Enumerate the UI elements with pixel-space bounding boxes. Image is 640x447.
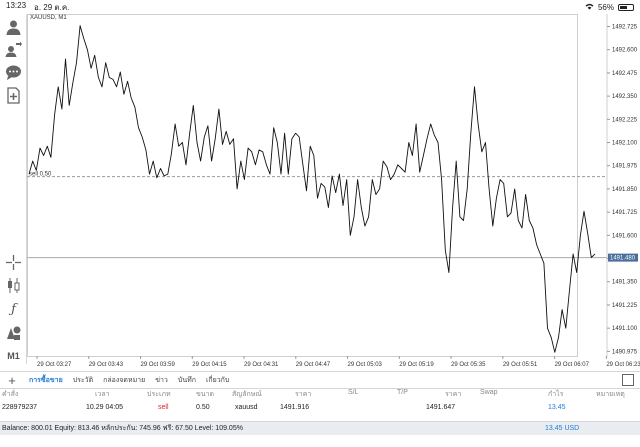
y-tick-label: 1492.350 [612,94,638,100]
x-tick-label: 29 Oct 04:47 [296,362,331,368]
candlestick-icon[interactable] [5,277,22,294]
x-tick-label: 29 Oct 05:19 [399,362,434,368]
header-current-price: ราคา [445,391,462,398]
chat-icon[interactable] [5,64,22,81]
header-volume: ขนาด [196,391,215,398]
x-tick-label: 29 Oct 04:31 [244,362,279,368]
row-profit: 13.45 [548,404,566,411]
balance-summary: Balance: 800.01 Equity: 813.46 หลักประกั… [2,425,243,432]
header-tp: T/P [397,389,408,396]
x-tick-label: 29 Oct 05:51 [503,362,538,368]
table-row[interactable]: 228979237 10.29 04:05 sell 0.50 xauusd 1… [0,404,640,416]
person-icon[interactable] [5,19,22,36]
header-type: ประเภท [147,391,171,398]
sell-level-label: sell 0.50 [29,172,52,178]
date-label: อ. 29 ต.ค. [34,2,70,12]
y-tick-label: 1491.350 [612,280,638,286]
header-sl: S/L [348,389,359,396]
row-volume: 0.50 [196,404,210,411]
header-ticket: คำสั่ง [2,391,19,398]
x-tick-label: 29 Oct 03:43 [89,362,124,368]
battery-icon [618,3,634,11]
expand-icon[interactable] [622,374,634,386]
tab-history[interactable]: ประวัติ [72,376,94,384]
y-tick-label: 1491.850 [612,187,638,193]
row-current-price: 1491.647 [426,404,456,411]
x-tick-label: 29 Oct 06:07 [555,362,590,368]
wifi-icon [585,3,594,12]
clock: 13:23 [6,0,27,10]
header-time: เวลา [95,391,110,398]
x-tick-label: 29 Oct 06:23 [606,362,640,368]
price-chart[interactable]: 1492.725 1492.600 1492.475 1492.350 1492.225… [27,14,640,371]
tab-about[interactable]: เกี่ยวกับ [205,376,230,384]
header-price: ราคา [295,391,312,398]
row-type: sell [158,404,169,411]
y-tick-label: 1491.225 [612,303,638,309]
current-price-tag [608,253,638,262]
timeframe-button[interactable]: M1 [7,350,20,361]
y-tick-label: 1492.475 [612,71,638,77]
y-tick-label: 1491.100 [612,326,638,332]
header-symbol: สัญลักษณ์ [232,391,262,398]
current-price-label: 1491.480 [610,256,636,262]
row-price: 1491.916 [280,404,310,411]
header-comment: หมายเหตุ [596,391,625,398]
y-tick-label: 1492.100 [612,141,638,147]
header-profit: กำไร [548,391,564,398]
total-profit: 13.45 USD [545,425,580,432]
tab-news[interactable]: ข่าว [155,376,168,384]
symbol-label: XAUUSD, M1 [30,15,67,21]
balance-bar: Balance: 800.01 Equity: 813.46 หลักประกั… [0,421,640,435]
y-tick-label: 1490.975 [612,349,638,355]
terminal-tabs: + การซื้อขาย ประวัติ กล่องจดหมาย ข่าว บั… [0,371,640,389]
x-tick-label: 29 Oct 05:03 [348,362,383,368]
y-tick-label: 1492.725 [612,24,638,30]
row-time: 10.29 04:05 [86,404,123,411]
chart-frame [27,14,578,357]
tab-trade[interactable]: การซื้อขาย [29,376,63,384]
tab-mailbox[interactable]: กล่องจดหมาย [103,376,146,384]
person-arrows-icon[interactable] [5,41,22,58]
header-swap: Swap [480,389,498,396]
row-ticket: 228979237 [2,404,38,411]
chart-canvas[interactable]: 1492.725 1492.600 1492.475 1492.350 1492.225… [27,14,640,371]
objects-icon[interactable] [5,324,22,341]
crosshair-icon[interactable] [5,254,22,271]
function-icon[interactable]: ƒ [11,302,16,317]
x-tick-label: 29 Oct 05:35 [451,362,486,368]
bottom-spacer [0,435,640,447]
row-symbol: xauusd [235,404,258,411]
add-icon[interactable]: + [8,372,16,388]
price-line [28,25,596,353]
x-tick-label: 29 Oct 04:15 [192,362,227,368]
y-tick-label: 1491.600 [612,233,638,239]
x-tick-label: 29 Oct 03:59 [141,362,176,368]
y-tick-label: 1491.725 [612,210,638,216]
y-tick-label: 1492.225 [612,117,638,123]
add-document-icon[interactable] [5,87,22,104]
status-bar: 13:23 อ. 29 ต.ค. 56% [0,0,640,14]
tab-journal[interactable]: บันทึก [177,376,196,384]
x-tick-label: 29 Oct 03:27 [37,362,72,368]
chart-toolbar: ƒ M1 [0,14,27,364]
y-tick-label: 1491.975 [612,164,638,170]
y-tick-label: 1492.600 [612,48,638,54]
battery-percent: 56% [597,2,614,12]
orders-table-header: คำสั่ง เวลา ประเภท ขนาด สัญลักษณ์ ราคา S… [0,389,640,401]
